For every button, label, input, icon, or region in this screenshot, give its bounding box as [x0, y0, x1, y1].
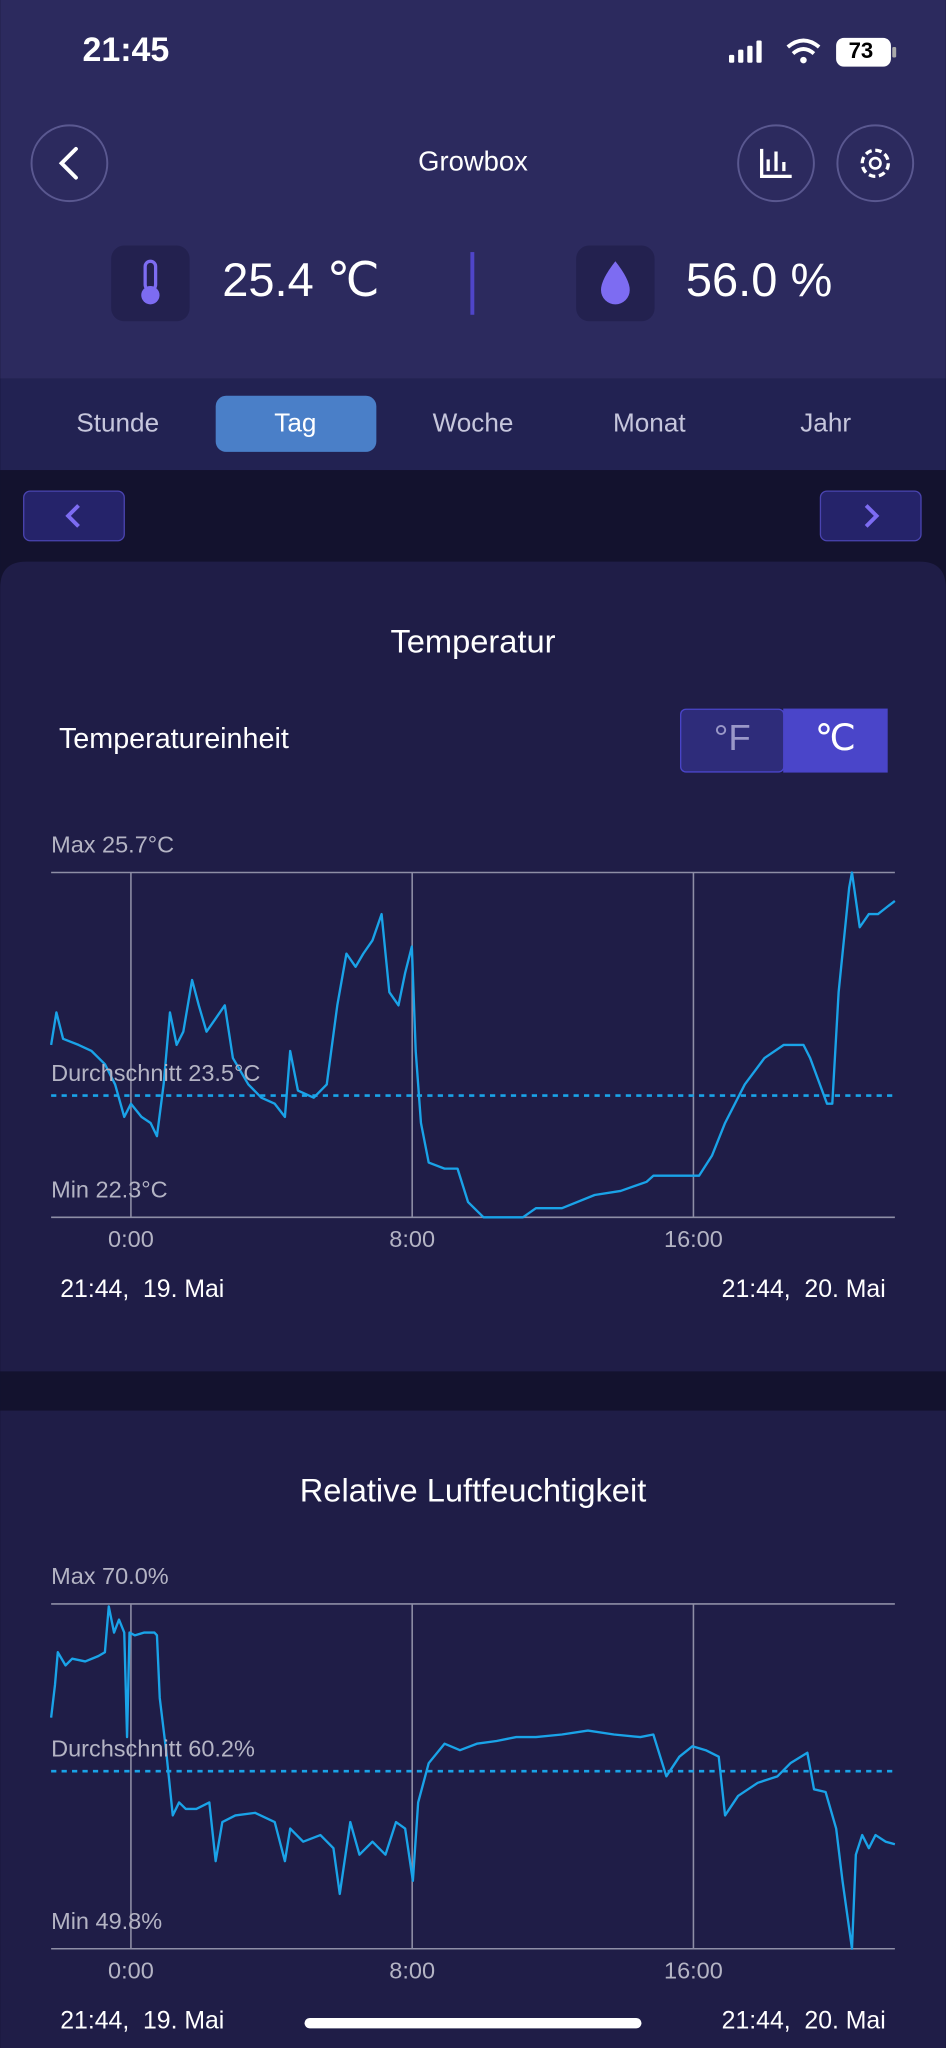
tab[interactable]: Woche [433, 407, 514, 437]
temperature-icon-box [111, 245, 190, 322]
page-title: Growbox [418, 146, 528, 177]
home-indicator [304, 2017, 642, 2029]
tab[interactable]: Tag [274, 407, 316, 437]
chart-title: Temperatur [390, 623, 555, 660]
data-line [49, 1605, 896, 1950]
settings-icon [860, 148, 890, 178]
x-tick-label: 8:00 [389, 1226, 435, 1252]
x-tick-label: 0:00 [108, 1226, 154, 1252]
thermometer-bulb [141, 286, 160, 305]
y-tick-label: Min 49.8% [51, 1908, 162, 1934]
prev-icon [65, 504, 80, 528]
tab[interactable]: Jahr [800, 407, 851, 437]
unit-label: Temperatureinheit [59, 723, 289, 755]
tab[interactable]: Stunde [76, 407, 159, 437]
humidity-icon [601, 261, 630, 305]
next-period-button[interactable] [819, 490, 922, 542]
reading-separator [470, 252, 475, 315]
x-tick-label: 0:00 [108, 1957, 154, 1983]
prev-period-button[interactable] [23, 490, 125, 542]
tab-bar-bg [0, 378, 946, 471]
data-line [49, 871, 896, 1219]
wifi-icon [786, 38, 821, 56]
next-icon [864, 504, 880, 528]
tab-selected-bg [215, 395, 377, 452]
humidity-reading: 56.0 % [686, 253, 832, 306]
y-tick-label: Max 70.0% [51, 1563, 169, 1589]
settings-button[interactable] [836, 124, 915, 203]
battery-icon [836, 37, 891, 67]
x-tick-label: 16:00 [664, 1957, 723, 1983]
x-tick-label: 16:00 [664, 1226, 723, 1252]
unit-option[interactable]: °F [714, 717, 751, 758]
battery-cap [892, 47, 897, 58]
unit-option[interactable]: ℃ [815, 717, 856, 758]
humidity-card [0, 1410, 946, 2048]
status-time: 21:45 [82, 31, 169, 69]
battery-level: 73 [849, 38, 874, 63]
average-label: Durchschnitt 23.5°C [51, 1060, 260, 1086]
x-tick-label: 8:00 [389, 1957, 435, 1983]
tab[interactable]: Monat [613, 407, 686, 437]
back-button[interactable] [30, 124, 109, 203]
chart-title: Relative Luftfeuchtigkeit [300, 1472, 647, 1509]
chart-icon [760, 148, 792, 178]
start-date: 21:44, 19. Mai [60, 2007, 224, 2034]
temperature-reading: 25.4 ℃ [222, 253, 379, 306]
unit-option-bg[interactable] [783, 708, 888, 773]
signal-icon [729, 40, 762, 63]
chart-button[interactable] [737, 124, 815, 203]
settings-icon-center [868, 156, 882, 170]
y-tick-label: Max 25.7°C [51, 832, 174, 858]
y-tick-label: Min 22.3°C [51, 1176, 168, 1202]
end-date: 21:44, 20. Mai [722, 2007, 886, 2034]
average-label: Durchschnitt 60.2% [51, 1736, 255, 1762]
start-date: 21:44, 19. Mai [60, 1276, 224, 1303]
wifi-dot [800, 56, 807, 64]
end-date: 21:44, 20. Mai [722, 1276, 886, 1303]
back-icon [58, 146, 78, 180]
